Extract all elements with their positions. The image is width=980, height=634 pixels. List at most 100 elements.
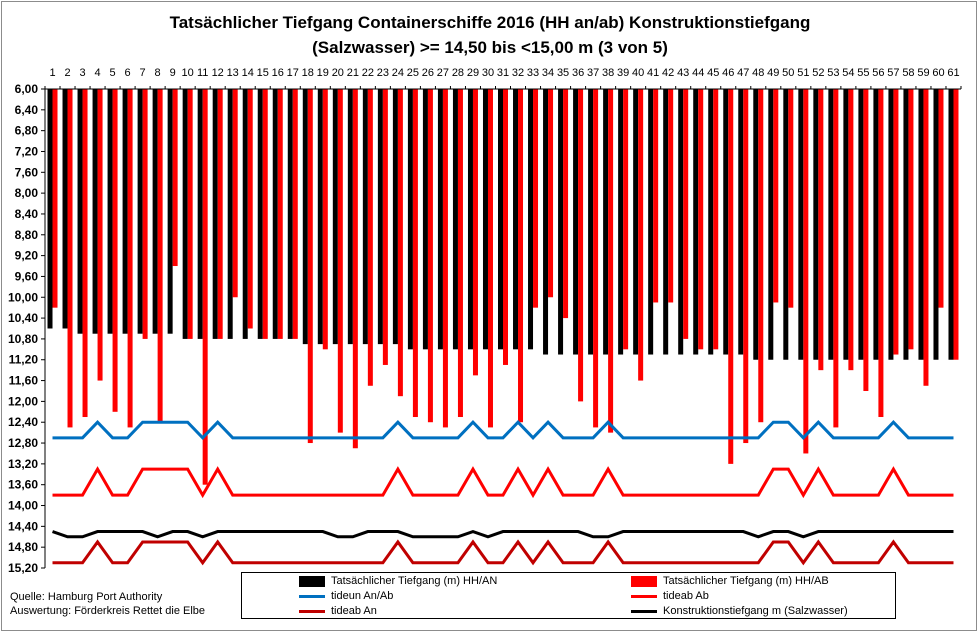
x-tick-label: 36 bbox=[572, 67, 584, 79]
y-tick-label: 6,80 bbox=[15, 124, 39, 138]
legend-label-tideab-an: tideab An bbox=[331, 605, 377, 617]
bar-arrival-57 bbox=[888, 89, 894, 360]
x-tick-label: 28 bbox=[452, 67, 464, 79]
x-tick-label: 49 bbox=[767, 67, 779, 79]
bar-departure-36 bbox=[578, 89, 584, 402]
bar-departure-40 bbox=[638, 89, 644, 381]
x-tick-label: 4 bbox=[94, 67, 100, 79]
bar-arrival-14 bbox=[242, 89, 248, 339]
legend-label-construction-draft: Konstruktionstiefgang m (Salzwasser) bbox=[663, 605, 848, 617]
y-tick-label: 13,20 bbox=[8, 457, 38, 471]
bar-departure-49 bbox=[773, 89, 779, 303]
bar-departure-7 bbox=[142, 89, 148, 339]
x-tick-label: 15 bbox=[257, 67, 269, 79]
y-tick-label: 12,80 bbox=[8, 436, 38, 450]
bar-departure-23 bbox=[382, 89, 388, 365]
bar-arrival-49 bbox=[768, 89, 774, 360]
bar-arrival-11 bbox=[197, 89, 203, 339]
bar-departure-37 bbox=[593, 89, 599, 428]
series-line-tideab-an bbox=[52, 539, 954, 566]
bar-arrival-52 bbox=[813, 89, 819, 360]
bar-departure-44 bbox=[698, 89, 704, 350]
legend-swatch-tideab-ab bbox=[631, 595, 657, 598]
x-tick-label: 43 bbox=[677, 67, 689, 79]
x-tick-label: 40 bbox=[632, 67, 644, 79]
x-tick-label: 58 bbox=[902, 67, 914, 79]
bar-arrival-50 bbox=[783, 89, 789, 360]
x-tick-label: 52 bbox=[812, 67, 824, 79]
bar-arrival-24 bbox=[392, 89, 398, 345]
bar-arrival-53 bbox=[828, 89, 834, 360]
bar-arrival-27 bbox=[437, 89, 443, 350]
x-tick-label: 9 bbox=[170, 67, 176, 79]
y-tick-label: 10,80 bbox=[8, 332, 38, 346]
line-layer bbox=[52, 420, 954, 566]
bar-departure-45 bbox=[713, 89, 719, 350]
bar-arrival-56 bbox=[873, 89, 879, 360]
bar-departure-54 bbox=[848, 89, 854, 371]
bar-departure-15 bbox=[262, 89, 268, 339]
x-tick-label: 24 bbox=[392, 67, 404, 79]
bar-arrival-29 bbox=[467, 89, 473, 350]
x-tick-label: 50 bbox=[782, 67, 794, 79]
bar-departure-28 bbox=[457, 89, 463, 418]
bar-arrival-55 bbox=[858, 89, 864, 360]
y-tick-label: 10,00 bbox=[8, 290, 38, 304]
bar-arrival-48 bbox=[753, 89, 759, 360]
y-tick-label: 12,40 bbox=[8, 415, 38, 429]
bar-departure-6 bbox=[127, 89, 133, 428]
bar-departure-22 bbox=[367, 89, 373, 386]
bar-arrival-43 bbox=[678, 89, 684, 355]
x-tick-label: 48 bbox=[752, 67, 764, 79]
bar-arrival-28 bbox=[452, 89, 458, 350]
bar-departure-42 bbox=[668, 89, 674, 303]
x-tick-label: 26 bbox=[422, 67, 434, 79]
bar-arrival-33 bbox=[528, 89, 534, 350]
x-tick-label: 53 bbox=[827, 67, 839, 79]
x-tick-label: 12 bbox=[212, 67, 224, 79]
bar-departure-11 bbox=[202, 89, 208, 485]
x-tick-label: 34 bbox=[542, 67, 554, 79]
source-line-2: Auswertung: Förderkreis Rettet die Elbe bbox=[10, 605, 206, 617]
source-line-1: Quelle: Hamburg Port Authority bbox=[10, 591, 163, 603]
bar-departure-25 bbox=[412, 89, 418, 418]
x-tick-label: 18 bbox=[302, 67, 314, 79]
bar-arrival-10 bbox=[182, 89, 188, 339]
bar-arrival-58 bbox=[903, 89, 909, 360]
bar-departure-30 bbox=[487, 89, 493, 428]
bar-arrival-23 bbox=[377, 89, 383, 345]
bar-arrival-3 bbox=[77, 89, 83, 334]
bar-arrival-17 bbox=[287, 89, 293, 339]
bar-arrival-34 bbox=[543, 89, 549, 355]
bar-arrival-16 bbox=[272, 89, 278, 339]
bar-arrival-31 bbox=[498, 89, 503, 350]
bar-arrival-37 bbox=[588, 89, 594, 355]
bar-departure-13 bbox=[232, 89, 238, 298]
bar-departure-50 bbox=[788, 89, 794, 308]
bar-arrival-19 bbox=[317, 89, 323, 345]
bar-arrival-6 bbox=[122, 89, 128, 334]
x-tick-label: 16 bbox=[272, 67, 284, 79]
bar-arrival-61 bbox=[948, 89, 954, 360]
bar-departure-8 bbox=[157, 89, 163, 423]
bar-arrival-39 bbox=[618, 89, 624, 355]
bar-arrival-2 bbox=[62, 89, 68, 329]
bar-departure-53 bbox=[833, 89, 839, 428]
y-tick-label: 7,60 bbox=[15, 165, 39, 179]
bar-departure-47 bbox=[743, 89, 749, 444]
bar-arrival-47 bbox=[738, 89, 744, 355]
x-tick-label: 10 bbox=[182, 67, 194, 79]
y-tick-label: 6,40 bbox=[15, 103, 39, 117]
bar-departure-43 bbox=[683, 89, 689, 339]
bar-departure-41 bbox=[653, 89, 659, 303]
bar-arrival-5 bbox=[107, 89, 113, 334]
x-tick-label: 31 bbox=[497, 67, 509, 79]
bar-departure-59 bbox=[923, 89, 929, 386]
bar-departure-60 bbox=[938, 89, 944, 308]
bar-departure-24 bbox=[397, 89, 403, 397]
y-tick-label: 11,20 bbox=[9, 353, 39, 367]
bar-arrival-44 bbox=[693, 89, 699, 355]
bar-arrival-4 bbox=[92, 89, 98, 334]
bar-departure-38 bbox=[608, 89, 614, 433]
legend-label-tideun: tideun An/Ab bbox=[331, 590, 394, 602]
